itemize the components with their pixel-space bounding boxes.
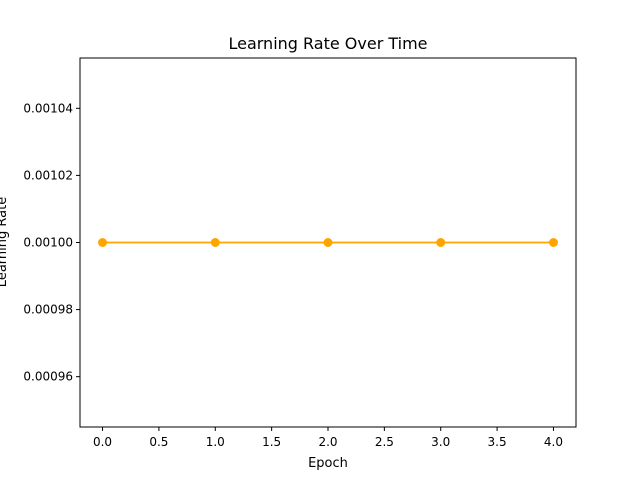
x-tick-label: 0.0 — [93, 435, 112, 449]
data-point — [548, 238, 558, 247]
series-layer — [98, 238, 558, 247]
x-tick-label: 4.0 — [544, 435, 563, 449]
data-point — [436, 238, 446, 247]
data-point — [98, 238, 108, 247]
x-tick-label: 1.5 — [262, 435, 281, 449]
x-tick-label: 0.5 — [149, 435, 168, 449]
x-tick-label: 2.5 — [375, 435, 394, 449]
x-tick-label: 1.0 — [206, 435, 225, 449]
x-tick-label: 3.5 — [488, 435, 507, 449]
y-axis-label: Learning Rate — [0, 197, 10, 287]
y-tick-label: 0.00104 — [23, 101, 73, 115]
y-axis-ticks: 0.00096 0.00098 0.00100 0.00102 0.00104 — [23, 101, 80, 384]
chart-title: Learning Rate Over Time — [228, 34, 427, 53]
plot-frame — [79, 57, 577, 428]
x-axis-ticks: 0.0 0.5 1.0 1.5 2.0 2.5 3.0 3.5 4.0 — [93, 427, 563, 449]
y-tick-label: 0.00100 — [23, 236, 73, 250]
x-tick-label: 2.0 — [318, 435, 337, 449]
data-point — [210, 238, 220, 247]
x-tick-label: 3.0 — [431, 435, 450, 449]
x-axis-label: Epoch — [308, 456, 348, 471]
data-point — [323, 238, 333, 247]
y-tick-label: 0.00102 — [23, 168, 73, 182]
y-tick-label: 0.00096 — [23, 370, 73, 384]
y-tick-label: 0.00098 — [23, 303, 73, 317]
